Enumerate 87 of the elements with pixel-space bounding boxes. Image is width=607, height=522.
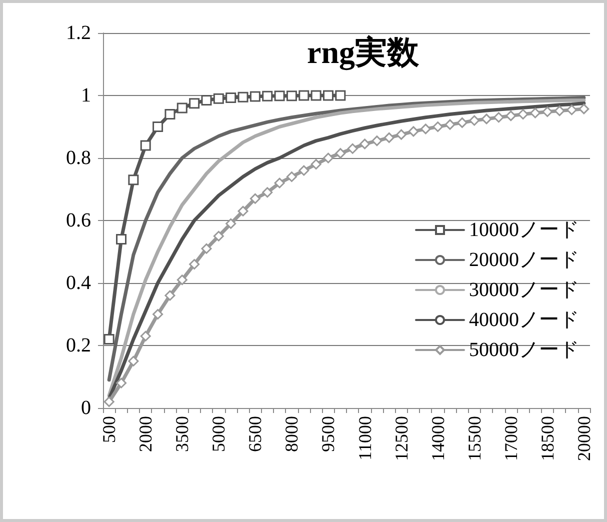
point (262, 187, 273, 198)
point (274, 178, 285, 188)
point (444, 119, 456, 130)
point (360, 138, 370, 150)
x-tick-label: 6500 (245, 416, 266, 452)
y-tick-label: 0.6 (66, 210, 91, 232)
point (396, 129, 407, 140)
point (250, 193, 260, 204)
point (226, 92, 236, 103)
point (298, 90, 310, 101)
legend-label: 50000ノード (469, 339, 579, 361)
point (238, 206, 248, 216)
point (310, 90, 322, 101)
point (335, 148, 346, 159)
point (384, 132, 394, 143)
point (262, 90, 273, 102)
x-tick-label: 8000 (282, 416, 302, 452)
point (542, 106, 553, 117)
y-tick-label: 0.8 (66, 147, 91, 169)
point (372, 136, 382, 146)
point (238, 92, 248, 102)
y-tick-label: 0 (81, 397, 91, 419)
y-tick-label: 1.2 (66, 22, 91, 44)
point (164, 290, 176, 301)
x-tick-label: 20000 (574, 416, 594, 461)
point (116, 234, 127, 244)
point (506, 110, 516, 122)
legend-label: 20000ノード (469, 249, 579, 271)
point (140, 140, 151, 151)
point (176, 274, 188, 286)
point (201, 94, 212, 106)
x-tick-label: 11000 (354, 416, 375, 460)
x-tick-label: 3500 (172, 416, 192, 452)
point (140, 330, 151, 342)
legend-label: 40000ノード (469, 309, 579, 331)
y-tick-label: 1 (81, 84, 91, 106)
point (530, 108, 540, 118)
chart-title: rng実数 (307, 34, 420, 71)
point (201, 243, 212, 254)
point (189, 259, 200, 270)
point (456, 117, 468, 128)
point (164, 109, 176, 120)
point (128, 174, 139, 186)
point (104, 396, 114, 407)
point (518, 109, 528, 120)
point (286, 90, 297, 102)
point (128, 356, 139, 366)
point (566, 104, 577, 116)
legend-label: 30000ノード (469, 279, 579, 301)
x-tick-label: 5000 (208, 416, 229, 452)
y-tick-label: 0.2 (66, 334, 91, 356)
x-tick-label: 14000 (428, 416, 448, 461)
point (152, 309, 164, 320)
point (189, 98, 200, 109)
x-tick-label: 18500 (537, 416, 558, 461)
point (213, 230, 224, 242)
point (213, 93, 224, 104)
point (310, 159, 322, 170)
x-tick-label: 500 (99, 416, 120, 443)
point (298, 165, 310, 176)
point (481, 114, 492, 124)
legend-label: 10000ノード (469, 219, 579, 241)
point (347, 143, 358, 154)
point (274, 90, 285, 102)
point (469, 115, 480, 126)
point (408, 126, 419, 137)
point (420, 124, 431, 134)
x-tick-label: 2000 (136, 416, 156, 452)
x-tick-label: 17000 (500, 416, 521, 461)
point (286, 172, 297, 182)
y-tick-label: 0.4 (66, 272, 91, 294)
point (322, 90, 334, 101)
point (322, 152, 334, 164)
point (493, 112, 504, 123)
point (152, 122, 164, 132)
point (226, 218, 236, 229)
point (116, 378, 127, 388)
point (104, 334, 114, 344)
point (250, 91, 260, 102)
point (335, 90, 346, 101)
point (578, 104, 590, 114)
x-tick-label: 9500 (318, 416, 338, 452)
point (432, 122, 444, 132)
point (176, 102, 188, 114)
x-tick-label: 12500 (391, 416, 412, 461)
x-tick-label: 15500 (464, 416, 484, 461)
point (554, 106, 565, 116)
